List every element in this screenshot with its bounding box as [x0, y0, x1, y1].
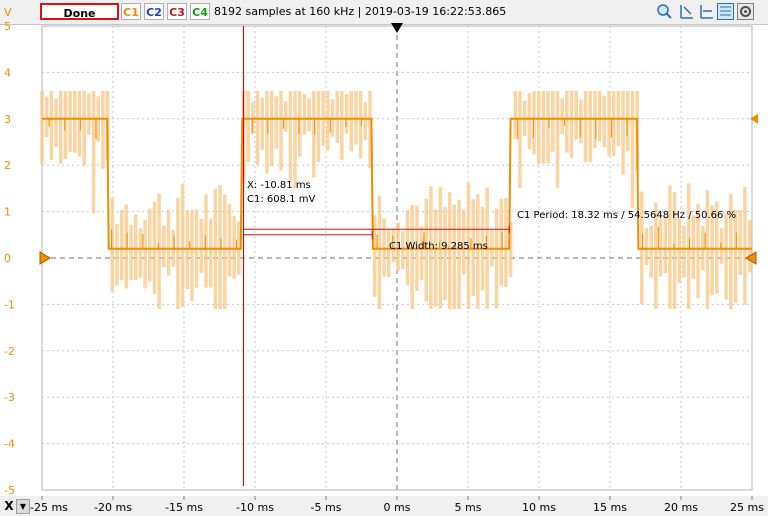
y-tick-label: 4	[4, 66, 11, 79]
right-offset-marker-icon	[745, 251, 757, 265]
period-readout: C1 Period: 18.32 ms / 54.5648 Hz / 50.66…	[517, 210, 736, 221]
y-tick-label: 5	[4, 20, 11, 33]
x-tick-label: -10 ms	[236, 501, 274, 514]
ruler-icon[interactable]	[717, 3, 734, 20]
y-tick-label: 3	[4, 113, 11, 126]
cursor-x-readout: X: -10.81 ms	[247, 180, 311, 191]
x-tick-label: 25 ms	[730, 501, 764, 514]
width-readout: C1 Width: 9.285 ms	[389, 241, 488, 252]
level-marker-icon	[750, 113, 758, 124]
y-tick-label: -5	[4, 484, 15, 496]
x-tick-label: -15 ms	[165, 501, 203, 514]
x-axis-ticks: -25 ms -20 ms -15 ms -10 ms -5 ms 0 ms 5 ms 10 …	[30, 496, 764, 514]
x-axis-button[interactable]: X	[4, 499, 14, 513]
x-axis-bar	[0, 496, 768, 516]
oscilloscope-plot[interactable]: V5 4 3 2 1 0 -1 -2 -3 -4 -5 X: -10.81 ms C1: 608.1 m…	[0, 0, 768, 496]
y-tick-label: 1	[4, 206, 11, 219]
x-tick-label: -25 ms	[30, 501, 68, 514]
channel-c2-button[interactable]: C2	[144, 3, 164, 20]
channel-c3-button[interactable]: C3	[167, 3, 187, 20]
channel-c1-button[interactable]: C1	[121, 3, 141, 20]
x-tick-label: -20 ms	[94, 501, 132, 514]
settings-icon[interactable]	[737, 3, 754, 20]
y-tick-label: -2	[4, 345, 15, 358]
y-tick-label: -1	[4, 298, 15, 311]
toolbar: Done C1 C2 C3 C4 8192 samples at 160 kHz…	[0, 0, 768, 25]
x-tick-label: 0 ms	[384, 501, 411, 514]
x-tick-label: 20 ms	[664, 501, 698, 514]
y-tick-label: -3	[4, 391, 15, 404]
y-tick-label: 0	[4, 252, 11, 265]
cursor-icon[interactable]	[678, 3, 695, 20]
status-button[interactable]: Done	[40, 3, 119, 20]
trigger-marker-icon	[391, 23, 403, 33]
x-tick-label: 15 ms	[593, 501, 627, 514]
c1-trace	[42, 117, 752, 250]
cursor-c1-readout: C1: 608.1 mV	[247, 194, 315, 205]
channel-c4-button[interactable]: C4	[190, 3, 210, 20]
measure-icon[interactable]	[698, 3, 715, 20]
y-tick-label: -4	[4, 438, 15, 451]
zoom-icon[interactable]	[656, 3, 673, 20]
y-tick-label: 2	[4, 159, 11, 172]
x-tick-label: 5 ms	[455, 501, 482, 514]
y-axis-unit: V	[4, 6, 12, 19]
capture-info: 8192 samples at 160 kHz | 2019-03-19 16:…	[214, 5, 507, 18]
x-axis-dropdown[interactable]: ▼	[16, 499, 30, 514]
x-tick-label: 10 ms	[522, 501, 556, 514]
left-offset-marker-icon	[39, 251, 51, 265]
x-tick-label: -5 ms	[311, 501, 342, 514]
